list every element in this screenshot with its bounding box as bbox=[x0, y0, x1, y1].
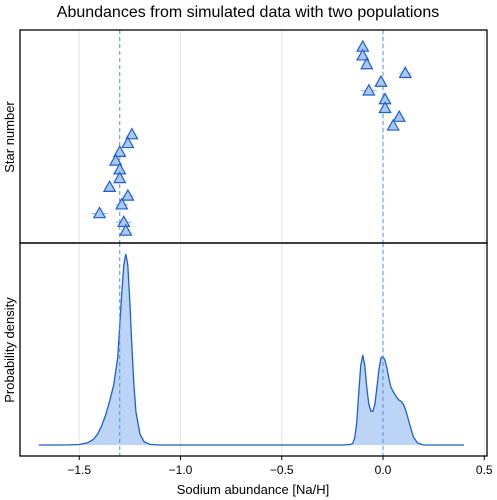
bottom-panel-probability-density: Probability density bbox=[2, 242, 488, 457]
bottom-panel-frame bbox=[19, 242, 488, 457]
data-point-triangle bbox=[113, 171, 127, 184]
x-tick-label: 0.0 bbox=[375, 463, 392, 477]
x-tick-label: 0.5 bbox=[476, 463, 493, 477]
top-panel-grid bbox=[78, 30, 485, 243]
bottom-panel-reference-lines bbox=[119, 243, 384, 456]
data-point-triangle bbox=[398, 66, 412, 79]
x-tick-label: −1.0 bbox=[169, 463, 193, 477]
data-point-triangle bbox=[119, 223, 133, 236]
x-tick-label: −0.5 bbox=[270, 463, 294, 477]
bottom-panel-ylabel: Probability density bbox=[2, 297, 17, 403]
top-panel-data-points bbox=[91, 39, 412, 236]
data-point-triangle bbox=[125, 127, 139, 140]
data-point-triangle bbox=[360, 57, 374, 70]
data-point-triangle bbox=[378, 101, 392, 114]
data-point-triangle bbox=[121, 136, 135, 149]
x-axis-label: Sodium abundance [Na/H] bbox=[177, 482, 329, 497]
data-point-triangle bbox=[108, 153, 123, 166]
data-point-triangle bbox=[386, 118, 400, 131]
data-point-triangle bbox=[92, 206, 107, 219]
data-point-triangle bbox=[392, 109, 406, 122]
data-point-triangle bbox=[113, 144, 127, 157]
density-line bbox=[38, 253, 464, 446]
bottom-panel-grid bbox=[78, 243, 485, 456]
data-point-triangle bbox=[374, 74, 388, 87]
data-point-triangle bbox=[102, 179, 117, 192]
data-point-triangle bbox=[121, 188, 135, 201]
top-panel-frame bbox=[19, 29, 488, 244]
chart-title: Abundances from simulated data with two … bbox=[57, 4, 439, 21]
data-point-triangle bbox=[115, 197, 129, 210]
density-area bbox=[38, 254, 465, 445]
top-panel-star-number: Star number bbox=[2, 29, 488, 244]
data-point-triangle bbox=[362, 83, 376, 96]
data-point-triangle bbox=[117, 215, 131, 228]
top-panel-ylabel: Star number bbox=[2, 101, 17, 173]
x-axis-ticks: −1.5 −1.0 −0.5 0.0 0.5 bbox=[67, 456, 493, 477]
x-tick-label: −1.5 bbox=[67, 463, 91, 477]
data-point-triangle bbox=[356, 48, 370, 61]
top-panel-reference-lines bbox=[119, 30, 384, 243]
